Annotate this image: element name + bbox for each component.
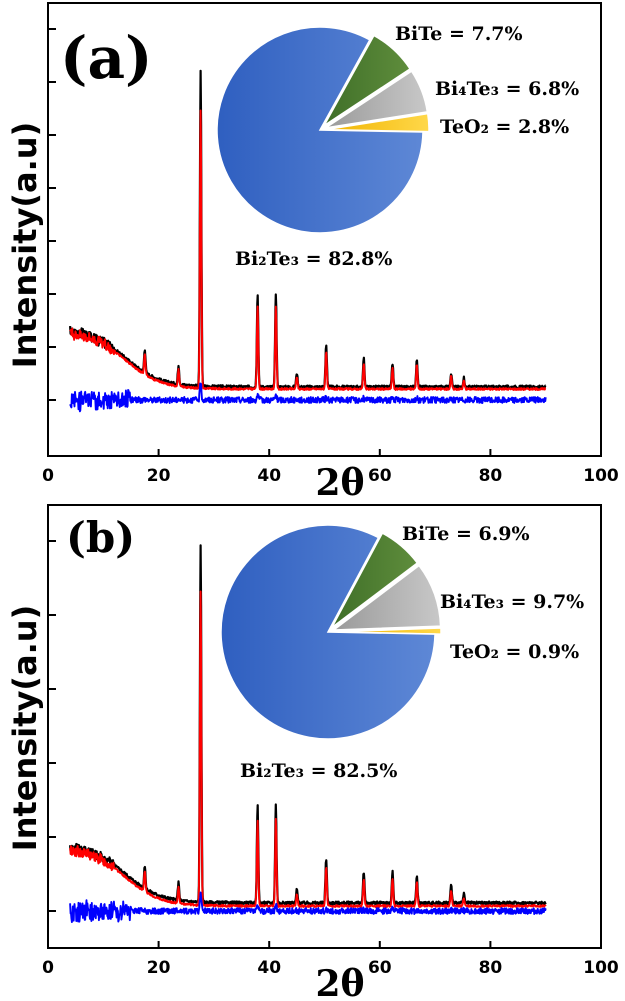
panel-a-label: (a)	[60, 24, 152, 92]
panel-b-ylabel: Intensity(a.u)	[6, 605, 44, 851]
panel-b-pie-label-Bi2Te3: Bi₂Te₃ = 82.5%	[240, 760, 397, 782]
panel-a-yticks	[48, 28, 56, 401]
x-tick-label: 40	[257, 958, 281, 978]
spectrum-blue	[69, 382, 547, 413]
spectrum-blue	[69, 891, 547, 924]
panel-a: Intensity(a.u) 0 20 40 60 80 100 (a) 2θ BiTe …	[6, 2, 619, 504]
panel-b-xticks: 0 20 40 60 80 100	[42, 941, 619, 978]
x-tick-label: 80	[479, 958, 503, 978]
panel-b-yticks	[48, 540, 56, 912]
x-tick-label: 20	[147, 466, 171, 486]
pie-slice-Bi4Te3	[325, 70, 429, 129]
panel-b-pie-label-BiTe: BiTe = 6.9%	[402, 523, 530, 545]
panel-a-pie-label-TeO2: TeO₂ = 2.8%	[440, 116, 569, 138]
pie-slice-BiTe	[331, 532, 419, 629]
pie-slice-TeO2	[333, 627, 442, 635]
pie-slice-Bi4Te3	[331, 564, 442, 631]
panel-b-pie-label-Bi4Te3: Bi₄Te₃ = 9.7%	[440, 591, 584, 613]
panel-a-ylabel: Intensity(a.u)	[6, 122, 44, 368]
x-tick-label: 60	[368, 466, 392, 486]
x-tick-label: 0	[42, 958, 54, 978]
x-tick-label: 100	[583, 958, 619, 978]
pie-slice-TeO2	[325, 112, 430, 133]
x-tick-label: 40	[257, 466, 281, 486]
spectrum-black	[69, 544, 547, 906]
pie-slice-BiTe	[323, 34, 412, 127]
pie-slice-Bi2Te3	[220, 524, 436, 740]
panel-a-xticks: 0 20 40 60 80 100	[42, 449, 619, 486]
panel-b-plot-frame	[47, 504, 602, 949]
pie-slice-Bi2Te3	[216, 26, 424, 234]
x-tick-label: 100	[583, 466, 619, 486]
panel-b-xlabel: 2θ	[315, 963, 364, 1001]
panel-a-pie-label-Bi4Te3: Bi₄Te₃ = 6.8%	[435, 78, 579, 100]
spectrum-red	[69, 590, 547, 908]
panel-b-label: (b)	[66, 513, 135, 562]
panel-a-spectra	[69, 69, 547, 413]
spectrum-red	[69, 109, 547, 391]
panel-a-plot-frame	[47, 2, 602, 457]
panel-b: Intensity(a.u) 0 20 40 60 80 100 (b) 2θ BiTe …	[6, 504, 619, 1001]
x-tick-label: 0	[42, 466, 54, 486]
x-tick-label: 60	[368, 958, 392, 978]
panel-a-pie-label-BiTe: BiTe = 7.7%	[395, 23, 523, 45]
x-tick-label: 20	[147, 958, 171, 978]
panel-a-pie	[216, 26, 430, 234]
panel-b-pie	[220, 524, 442, 740]
panel-a-pie-label-Bi2Te3: Bi₂Te₃ = 82.8%	[235, 248, 392, 270]
panel-b-pie-label-TeO2: TeO₂ = 0.9%	[450, 641, 579, 663]
panel-a-xlabel: 2θ	[315, 462, 364, 504]
x-tick-label: 80	[479, 466, 503, 486]
panel-b-spectra	[69, 544, 547, 924]
